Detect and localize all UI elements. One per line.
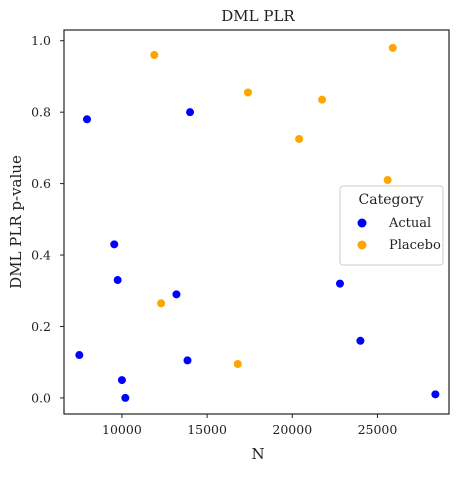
x-tick-label: 10000 <box>102 422 142 437</box>
y-axis-label: DML PLR p-value <box>7 155 25 289</box>
point-placebo <box>388 43 397 52</box>
legend-label-actual: Actual <box>388 216 431 231</box>
point-actual <box>110 240 119 249</box>
tick-group: 10000 15000 20000 25000 0.0 0.2 0.4 0.6 0.8 1.0 <box>31 33 397 437</box>
legend-label-placebo: Placebo <box>389 238 441 253</box>
legend: Category Actual Placebo <box>339 185 444 266</box>
point-actual <box>113 276 122 285</box>
y-tick-label: 0.6 <box>31 176 51 191</box>
y-tick-label: 0.4 <box>31 248 51 263</box>
point-actual <box>356 336 365 345</box>
point-placebo <box>150 51 159 60</box>
point-placebo <box>295 134 304 143</box>
y-tick-label: 0.2 <box>31 319 51 334</box>
point-actual <box>117 376 126 385</box>
x-axis-label: N <box>251 445 264 463</box>
points-group <box>75 43 440 402</box>
point-placebo <box>243 88 252 97</box>
point-placebo <box>233 359 242 368</box>
y-tick-label: 0.8 <box>31 105 51 120</box>
y-tick-label: 1.0 <box>31 33 51 48</box>
plot-frame <box>63 29 450 415</box>
point-actual <box>82 115 91 124</box>
x-tick-label: 20000 <box>272 422 312 437</box>
legend-marker-placebo <box>357 240 367 250</box>
point-actual <box>121 393 130 402</box>
point-actual <box>172 290 181 299</box>
chart-title: DML PLR <box>221 7 295 25</box>
point-placebo <box>157 299 166 308</box>
x-tick-label: 15000 <box>187 422 227 437</box>
point-actual <box>335 279 344 288</box>
point-actual <box>183 356 192 365</box>
point-placebo <box>383 176 392 185</box>
point-actual <box>186 108 195 117</box>
point-actual <box>75 351 84 360</box>
legend-marker-actual <box>357 218 367 228</box>
point-actual <box>431 390 440 399</box>
y-tick-label: 0.0 <box>31 390 51 405</box>
legend-title: Category <box>359 192 424 208</box>
point-placebo <box>318 95 327 104</box>
x-tick-label: 25000 <box>358 422 398 437</box>
